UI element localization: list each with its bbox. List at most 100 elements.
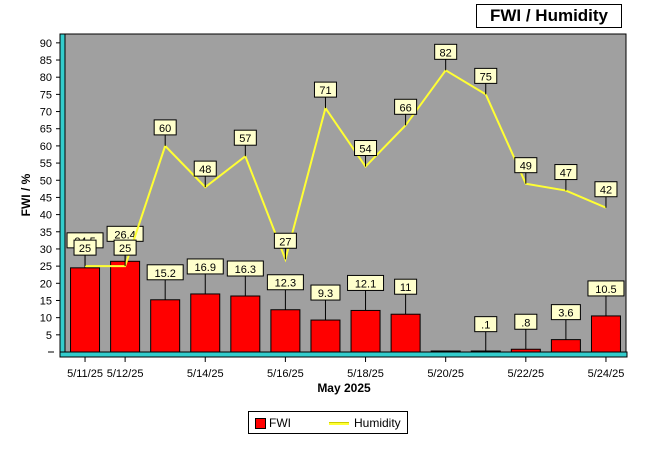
fwi-data-label: 3.6	[558, 308, 573, 320]
humidity-label-box	[394, 98, 418, 115]
x-tick-label: 5/24/25	[588, 368, 625, 380]
humidity-data-label: 66	[399, 102, 411, 114]
humidity-label-box	[354, 140, 378, 157]
humidity-data-label: 25	[79, 243, 91, 255]
fwi-bar	[390, 313, 421, 353]
y-tick-label: 15	[40, 295, 52, 307]
humidity-data-label: 82	[440, 47, 452, 59]
y-tick-label: 50	[40, 175, 52, 187]
fwi-bar	[350, 309, 381, 353]
y-tick-label: 30	[40, 244, 52, 256]
humidity-data-labels: 25 25 60 48 57 27 71 54 66 82 75 49 47 42	[73, 43, 618, 267]
humidity-data-label: 49	[520, 161, 532, 173]
plot-area	[59, 33, 628, 358]
humidity-label-box	[113, 239, 137, 256]
legend: FWI Humidity	[248, 411, 408, 434]
fwi-label-box	[186, 258, 224, 275]
fwi-label-box	[226, 260, 264, 277]
humidity-data-label: 54	[359, 144, 371, 156]
humidity-label-box	[594, 181, 618, 198]
y-tick-label: 85	[40, 55, 52, 67]
fwi-label-box	[550, 304, 581, 321]
humidity-data-label: 48	[199, 164, 211, 176]
y-tick-label: 35	[40, 227, 52, 239]
x-tick-label: 5/14/25	[187, 368, 224, 380]
fwi-label-box	[587, 280, 625, 297]
x-axis: 5/11/25 5/12/25 5/14/25 5/16/25 5/18/25 5/20/…	[67, 357, 624, 380]
humidity-label-box	[273, 232, 297, 249]
y-tick-label: 75	[40, 89, 52, 101]
y-tick-label: 5	[46, 330, 52, 342]
y-tick-label: 40	[40, 210, 52, 222]
plot-floor	[59, 351, 628, 358]
fwi-label-box	[514, 313, 538, 330]
humidity-label-box	[73, 239, 97, 256]
fwi-label-box	[146, 264, 184, 281]
y-tick-label: 70	[40, 107, 52, 119]
x-tick-label: 5/12/25	[107, 368, 144, 380]
fwi-data-label: 26.4	[114, 229, 135, 241]
y-tick-label: 55	[40, 158, 52, 170]
humidity-data-label: 57	[239, 133, 251, 145]
chart-title: FWI / Humidity	[476, 4, 622, 28]
humidity-label-box	[474, 67, 498, 84]
y-tick-label: 90	[40, 38, 52, 50]
y-tick-label: 45	[40, 192, 52, 204]
fwi-label-box	[266, 274, 304, 291]
legend-humidity-label: Humidity	[354, 416, 401, 430]
fwi-data-label: .8	[521, 317, 530, 329]
fwi-label-box	[347, 274, 385, 291]
humidity-data-label: 47	[560, 168, 572, 180]
y-axis: 5 10 15 20 25 30 35 40 45 50 55 60 65 70 75 80 85 90	[40, 34, 61, 356]
humidity-label-box	[514, 157, 538, 174]
y-tick-label: 60	[40, 141, 52, 153]
humidity-label-box	[193, 160, 217, 177]
y-tick-label: 10	[40, 313, 52, 325]
x-tick-label: 5/16/25	[267, 368, 304, 380]
fwi-data-label: .1	[481, 320, 490, 332]
humidity-data-label: 71	[319, 85, 331, 97]
y-axis-label: FWI / %	[19, 173, 33, 216]
fwi-data-label: 10.5	[595, 284, 616, 296]
fwi-bar	[230, 295, 261, 353]
fwi-data-label: 12.1	[355, 278, 376, 290]
fwi-data-label: 16.9	[195, 262, 216, 274]
legend-fwi-label: FWI	[269, 416, 291, 430]
y-tick-label: 80	[40, 72, 52, 84]
humidity-data-label: 75	[480, 71, 492, 83]
fwi-bar	[310, 319, 341, 353]
fwi-data-label: 15.2	[154, 268, 175, 280]
humidity-data-label: 25	[119, 243, 131, 255]
x-tick-label: 5/18/25	[347, 368, 384, 380]
x-axis-label: May 2025	[317, 381, 371, 395]
legend-fwi-swatch	[255, 418, 266, 429]
fwi-bar	[110, 260, 141, 353]
x-tick-label: 5/22/25	[507, 368, 544, 380]
y-tick-label: 25	[40, 261, 52, 273]
fwi-bar	[550, 339, 581, 353]
x-tick-label: 5/11/25	[67, 368, 103, 380]
y-tick-label: 20	[40, 278, 52, 290]
fwi-data-label: 11	[400, 282, 411, 294]
fwi-bar	[470, 350, 501, 353]
fwi-bar	[510, 348, 541, 353]
humidity-label-box	[434, 43, 458, 60]
fwi-label-box	[310, 284, 341, 301]
fwi-data-label: 16.3	[235, 264, 256, 276]
fwi-bar	[150, 299, 181, 353]
humidity-data-label: 60	[159, 123, 171, 135]
x-tick-label: 5/20/25	[427, 368, 464, 380]
humidity-label-box	[233, 129, 257, 146]
humidity-label-box	[313, 81, 337, 98]
legend-humidity-swatch	[329, 422, 349, 425]
fwi-label-box	[394, 278, 418, 295]
fwi-label-box	[474, 316, 498, 333]
y-tick-label: 65	[40, 124, 52, 136]
fwi-bar	[430, 350, 461, 353]
fwi-bar	[270, 309, 301, 353]
fwi-bar	[190, 293, 221, 353]
fwi-data-label: 12.3	[275, 278, 296, 290]
fwi-data-label: 9.3	[318, 288, 333, 300]
plot-background	[64, 33, 627, 353]
